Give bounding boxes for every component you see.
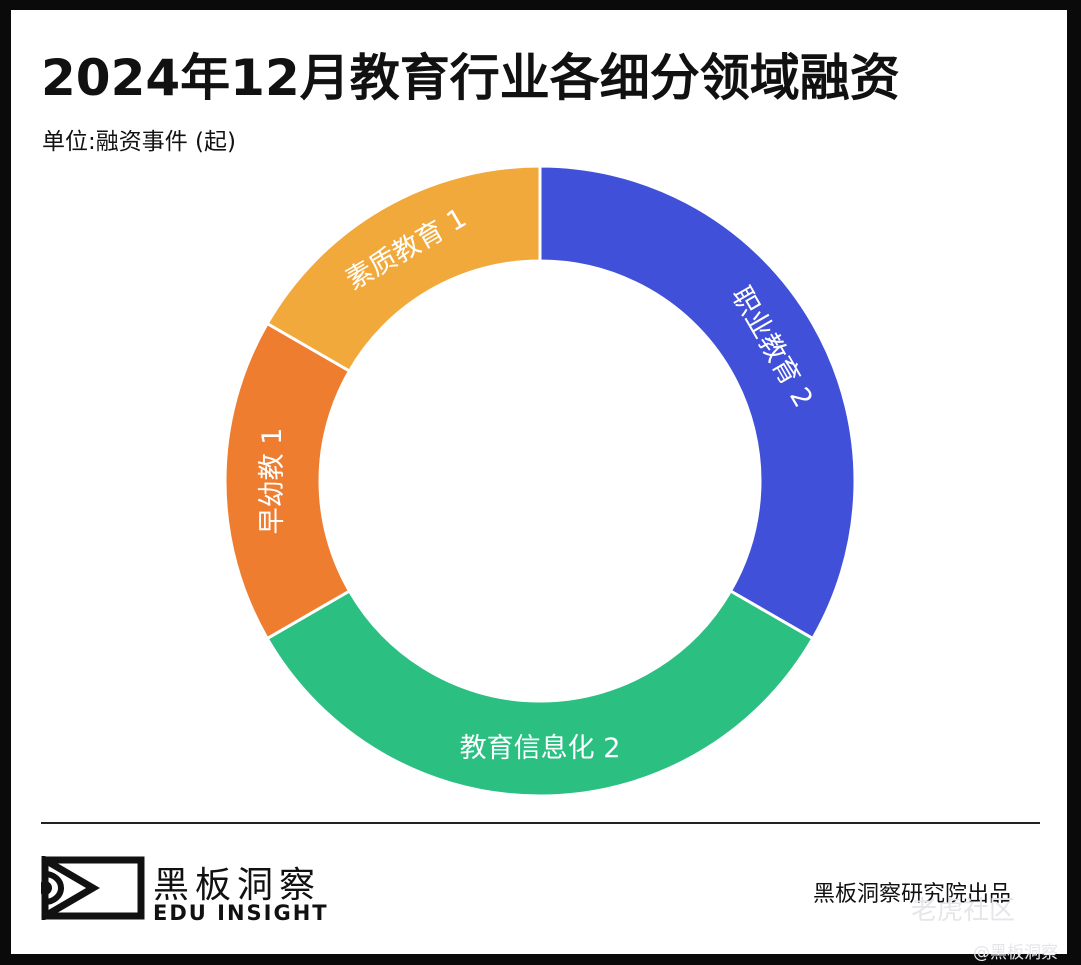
brand-name-en: EDU INSIGHT xyxy=(153,901,329,925)
watermark-handle: @黑板洞察 xyxy=(973,943,1058,963)
chart-card: 2024年12月教育行业各细分领域融资 单位:融资事件 (起) 职业教育 2 教育… xyxy=(11,10,1067,963)
publisher-text: 黑板洞察研究院出品 xyxy=(813,882,1012,907)
watermark-text: 老虎社区 xyxy=(911,896,1016,926)
brand-name-cn: 黑板洞察 xyxy=(153,865,322,906)
unit-label: 单位:融资事件 (起) xyxy=(42,129,237,155)
slice-label-2: 教育信息化 2 xyxy=(460,733,621,764)
donut-slice-1 xyxy=(538,164,857,641)
footer-divider xyxy=(41,822,1040,824)
slice-label-3: 早幼教 1 xyxy=(257,428,288,535)
edu-insight-logo-icon xyxy=(41,856,145,920)
donut-slice-2 xyxy=(265,588,815,798)
chart-title: 2024年12月教育行业各细分领域融资 xyxy=(41,49,900,107)
donut-slice-4 xyxy=(265,164,542,374)
